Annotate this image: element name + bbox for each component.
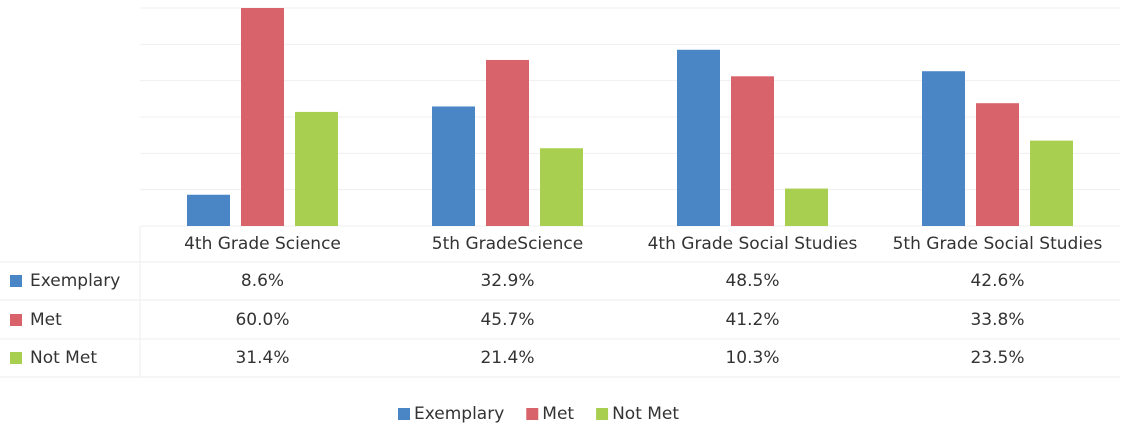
bar bbox=[677, 49, 720, 227]
bar bbox=[187, 194, 230, 226]
bar bbox=[486, 59, 529, 226]
x-tick-label: 5th Grade Social Studies bbox=[893, 234, 1103, 254]
table-value: 21.4% bbox=[480, 348, 534, 368]
bar bbox=[540, 148, 583, 226]
table-value: 32.9% bbox=[480, 271, 534, 291]
x-tick-label: 4th Grade Science bbox=[184, 234, 341, 254]
table-row-label: Not Met bbox=[30, 348, 97, 368]
legend-label: Not Met bbox=[612, 404, 679, 424]
table-value: 60.0% bbox=[235, 310, 289, 330]
table-row-label: Exemplary bbox=[30, 271, 120, 291]
bar bbox=[432, 106, 475, 226]
legend-label: Met bbox=[542, 404, 574, 424]
bar bbox=[785, 188, 828, 226]
x-tick-label: 4th Grade Social Studies bbox=[648, 234, 858, 254]
legend-swatch bbox=[398, 408, 410, 420]
legend-swatch bbox=[596, 408, 609, 420]
table-row-label: Met bbox=[30, 310, 62, 330]
table-value: 33.8% bbox=[970, 310, 1024, 330]
x-tick-label: 5th GradeScience bbox=[432, 234, 583, 254]
table-value: 10.3% bbox=[725, 348, 779, 368]
legend-label: Exemplary bbox=[414, 404, 504, 424]
table-value: 45.7% bbox=[480, 310, 534, 330]
table-value: 48.5% bbox=[725, 271, 779, 291]
table-legend-swatch bbox=[10, 275, 22, 287]
bar bbox=[295, 111, 338, 226]
bar bbox=[241, 8, 284, 226]
table-legend-swatch bbox=[10, 314, 22, 326]
bar bbox=[922, 71, 965, 226]
table-value: 31.4% bbox=[235, 348, 289, 368]
bar bbox=[976, 103, 1019, 226]
bar bbox=[731, 76, 774, 226]
legend-swatch bbox=[526, 408, 539, 420]
table-value: 8.6% bbox=[241, 271, 284, 291]
table-legend-swatch bbox=[10, 352, 22, 364]
table-value: 42.6% bbox=[970, 271, 1024, 291]
table-value: 41.2% bbox=[725, 310, 779, 330]
bar bbox=[1030, 140, 1073, 226]
table-value: 23.5% bbox=[970, 348, 1024, 368]
